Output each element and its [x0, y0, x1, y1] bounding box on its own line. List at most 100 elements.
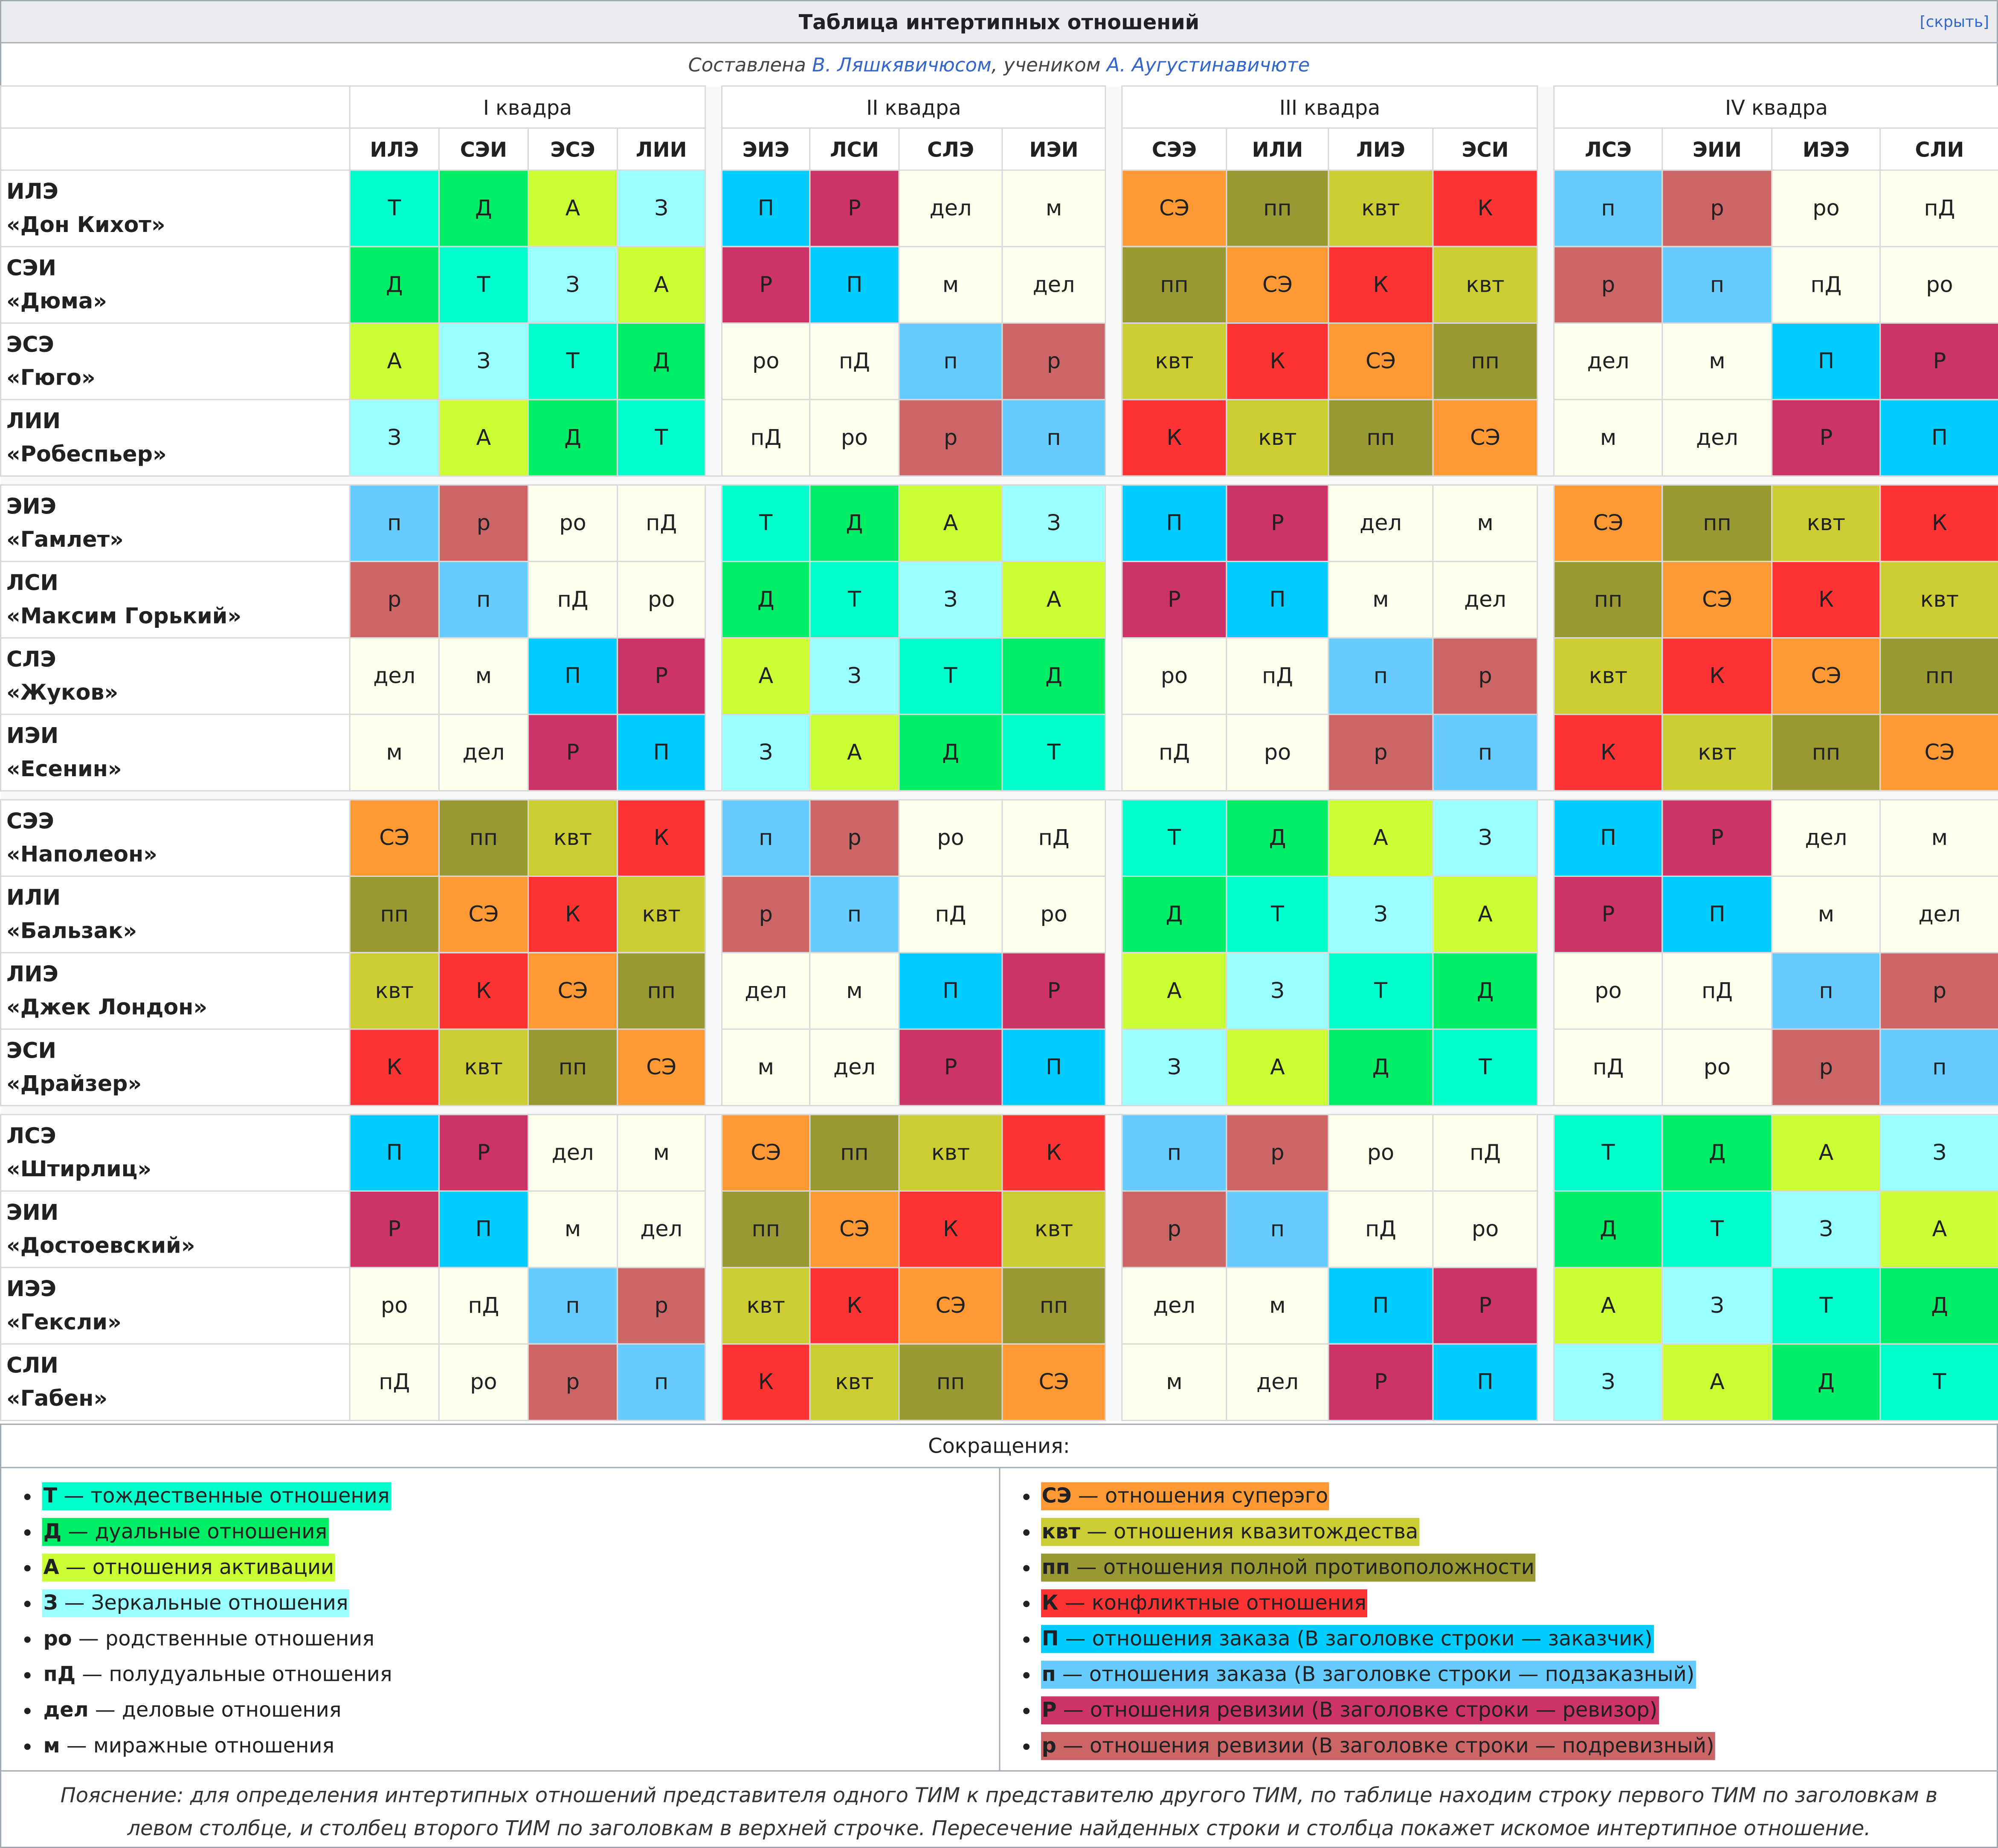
quadra-separator — [1105, 1191, 1123, 1268]
legend-text: — отношения ревизии (В заголовке строки … — [1056, 1697, 1658, 1722]
relation-cell: квт — [898, 1114, 1003, 1192]
relation-cell: А — [438, 399, 529, 477]
relation-cell: СЭ — [1001, 1343, 1106, 1421]
quadra-header: III квадра — [1121, 85, 1538, 129]
legend-label: З — Зеркальные отношения — [42, 1589, 350, 1618]
legend-abbr: К — [1041, 1590, 1058, 1615]
relation-cell: К — [721, 1343, 811, 1421]
relation-cell: дел — [349, 637, 440, 715]
relation-cell: пД — [1553, 1028, 1663, 1106]
relation-cell: пп — [1662, 484, 1773, 562]
hide-link[interactable]: [скрыть] — [1920, 12, 1989, 31]
relation-cell: А — [1121, 952, 1227, 1030]
author-link[interactable]: В. Ляшкявичюсом — [812, 53, 992, 77]
relation-cell: З — [1328, 875, 1434, 954]
quadra-separator — [705, 86, 723, 128]
quadra-separator — [705, 1344, 723, 1421]
legend-label: К — конфликтные отношения — [1040, 1589, 1368, 1618]
relation-cell: квт — [1121, 322, 1227, 400]
relation-cell: п — [1226, 1190, 1329, 1268]
legend-abbr: З — [43, 1590, 58, 1615]
relation-cell: З — [527, 246, 618, 324]
quadra-separator — [1105, 876, 1123, 953]
quadra-separator — [1105, 714, 1123, 791]
type-column-header: ЭИИ — [1662, 127, 1773, 171]
relation-cell: Т — [438, 246, 529, 324]
relation-cell: К — [527, 875, 618, 954]
legend-abbr: п — [1041, 1662, 1056, 1686]
relation-cell: З — [721, 714, 811, 792]
relation-cell: п — [1879, 1028, 1998, 1106]
legend-item: К — конфликтные отношения — [1022, 1585, 1997, 1621]
relation-cell: пД — [617, 484, 706, 562]
legend-item: Т — тождественные отношения — [24, 1478, 998, 1514]
bullet-icon — [24, 1529, 31, 1536]
relation-cell: П — [1432, 1343, 1538, 1421]
legend-abbr: СЭ — [1041, 1483, 1072, 1508]
legend-item: Р — отношения ревизии (В заголовке строк… — [1022, 1692, 1997, 1728]
relation-cell: Р — [898, 1028, 1003, 1106]
legend-item: А — отношения активации — [24, 1550, 998, 1586]
relation-cell: Т — [1328, 952, 1434, 1030]
legend-item: квт — отношения квазитождества — [1022, 1514, 1997, 1550]
relation-cell: дел — [1553, 322, 1663, 400]
legend-abbr: м — [43, 1733, 60, 1758]
quadra-separator — [1537, 561, 1555, 638]
row-type-name: «Робеспьер» — [6, 441, 167, 467]
quadra-separator — [705, 170, 723, 247]
quadra-separator — [705, 1191, 723, 1268]
relation-cell: п — [1001, 399, 1106, 477]
quadra-separator — [1537, 247, 1555, 323]
quadra-separator — [1537, 399, 1555, 476]
relation-cell: Р — [1328, 1343, 1434, 1421]
relation-cell: Т — [1553, 1114, 1663, 1192]
relation-cell: р — [1001, 322, 1106, 400]
relation-cell: К — [1662, 637, 1773, 715]
relation-cell: пД — [1121, 714, 1227, 792]
relation-cell: СЭ — [1771, 637, 1881, 715]
relation-cell: ро — [721, 322, 811, 400]
relation-cell: СЭ — [809, 1190, 900, 1268]
relation-cell: Д — [721, 560, 811, 639]
legend-abbr: р — [1041, 1733, 1056, 1758]
quadra-separator — [1537, 86, 1555, 128]
relation-cell: К — [898, 1190, 1003, 1268]
relation-cell: П — [438, 1190, 529, 1268]
relation-cell: квт — [1001, 1190, 1106, 1268]
relation-cell: м — [1001, 169, 1106, 247]
relation-cell: дел — [1662, 399, 1773, 477]
relation-cell: пп — [1879, 637, 1998, 715]
relation-cell: пп — [898, 1343, 1003, 1421]
relation-cell: пД — [1432, 1114, 1538, 1192]
relation-cell: СЭ — [1328, 322, 1434, 400]
relation-cell: м — [349, 714, 440, 792]
relation-cell: СЭ — [721, 1114, 811, 1192]
relation-cell: р — [898, 399, 1003, 477]
teacher-link[interactable]: А. Аугустинавичюте — [1106, 53, 1310, 77]
relation-cell: квт — [1879, 560, 1998, 639]
type-column-header: ЛИЭ — [1328, 127, 1434, 171]
relation-cell: пД — [1879, 169, 1998, 247]
relation-cell: Д — [1226, 799, 1329, 877]
relation-cell: пп — [438, 799, 529, 877]
legend-abbr: ро — [43, 1626, 72, 1651]
relation-cell: ро — [1328, 1114, 1434, 1192]
quadra-separator — [1105, 561, 1123, 638]
relation-cell: А — [527, 169, 618, 247]
legend-abbr: Д — [43, 1519, 62, 1543]
row-header: ЛСИ «Максим Горький» — [0, 560, 351, 639]
type-column-header: ЛИИ — [617, 127, 706, 171]
quadra-separator — [1537, 876, 1555, 953]
relation-cell: П — [721, 169, 811, 247]
relation-cell: ро — [1879, 246, 1998, 324]
relation-cell: м — [1662, 322, 1773, 400]
row-header: СЭИ «Дюма» — [0, 246, 351, 324]
relation-cell: К — [438, 952, 529, 1030]
type-column-header: ИЛИ — [1226, 127, 1329, 171]
row-type-name: «Драйзер» — [6, 1071, 142, 1097]
row-type: ЛСЭ — [6, 1123, 56, 1149]
quadra-gap-row — [0, 1105, 1998, 1115]
